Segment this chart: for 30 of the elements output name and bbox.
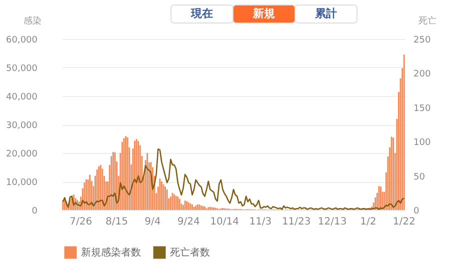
y-tick-label: 30,000 (6, 121, 38, 131)
y-axis-title: 感染 (24, 16, 42, 26)
y2-tick-label: 100 (414, 138, 431, 148)
x-tick-label: 11/23 (282, 216, 311, 228)
y-tick-label: 60,000 (6, 36, 38, 46)
x-tick-label: 1/22 (392, 216, 416, 228)
x-tick-label: 9/24 (177, 216, 200, 228)
y2-tick-label: 250 (414, 36, 431, 46)
y2-tick-label: 50 (414, 172, 426, 182)
y-tick-label: 40,000 (6, 92, 38, 102)
text: 新規 (252, 7, 275, 20)
y-tick-label: 50,000 (6, 64, 38, 74)
y-tick-label: 10,000 (6, 178, 38, 188)
text: 累計 (314, 7, 337, 20)
y2-tick-label: 150 (414, 104, 431, 114)
x-tick-label: 9/4 (144, 216, 161, 228)
text: 現在 (190, 7, 213, 20)
legend-label: 死亡者数 (170, 246, 210, 259)
x-tick-label: 7/26 (70, 216, 92, 228)
x-tick-label: 11/3 (249, 216, 272, 228)
y2-tick-label: 200 (414, 70, 431, 80)
y-tick-label: 20,000 (6, 150, 38, 160)
y-tick-label: 0 (32, 206, 38, 216)
x-tick-label: 12/13 (318, 216, 347, 228)
x-tick-label: 8/15 (106, 216, 128, 228)
x-tick-label: 1/2 (360, 216, 376, 228)
y2-axis-title: 死亡 (418, 16, 436, 26)
y2-tick-label: 0 (414, 206, 420, 216)
x-tick-label: 10/14 (210, 216, 239, 228)
legend-label: 新規感染者数 (81, 246, 141, 259)
